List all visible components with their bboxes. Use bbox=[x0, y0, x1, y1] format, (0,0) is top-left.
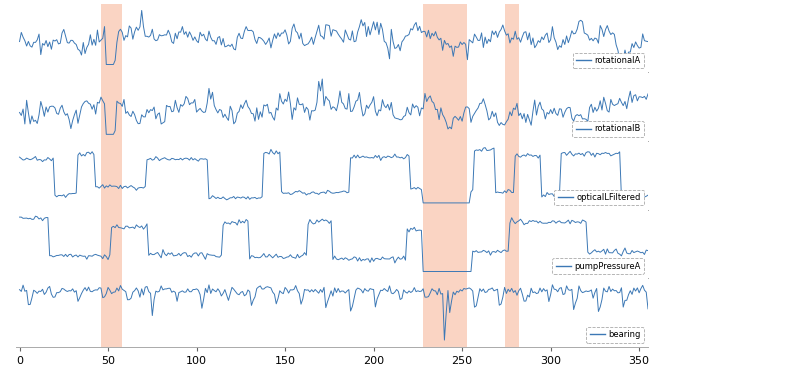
Bar bbox=[423, 278, 467, 347]
Bar bbox=[101, 278, 122, 347]
Bar bbox=[505, 210, 518, 278]
Legend: pumpPressureA: pumpPressureA bbox=[553, 258, 644, 274]
Bar bbox=[423, 141, 467, 210]
Bar bbox=[101, 141, 122, 210]
Bar bbox=[505, 4, 518, 72]
Legend: opticalLFiltered: opticalLFiltered bbox=[554, 190, 644, 205]
Bar bbox=[505, 141, 518, 210]
Legend: rotationalB: rotationalB bbox=[573, 121, 644, 137]
Bar bbox=[505, 72, 518, 141]
Bar bbox=[505, 278, 518, 347]
Bar bbox=[101, 210, 122, 278]
Bar bbox=[423, 210, 467, 278]
Legend: rotationalA: rotationalA bbox=[573, 53, 644, 68]
Legend: bearing: bearing bbox=[586, 327, 644, 343]
Bar bbox=[101, 72, 122, 141]
Bar bbox=[423, 72, 467, 141]
Bar bbox=[101, 4, 122, 72]
Bar bbox=[423, 4, 467, 72]
